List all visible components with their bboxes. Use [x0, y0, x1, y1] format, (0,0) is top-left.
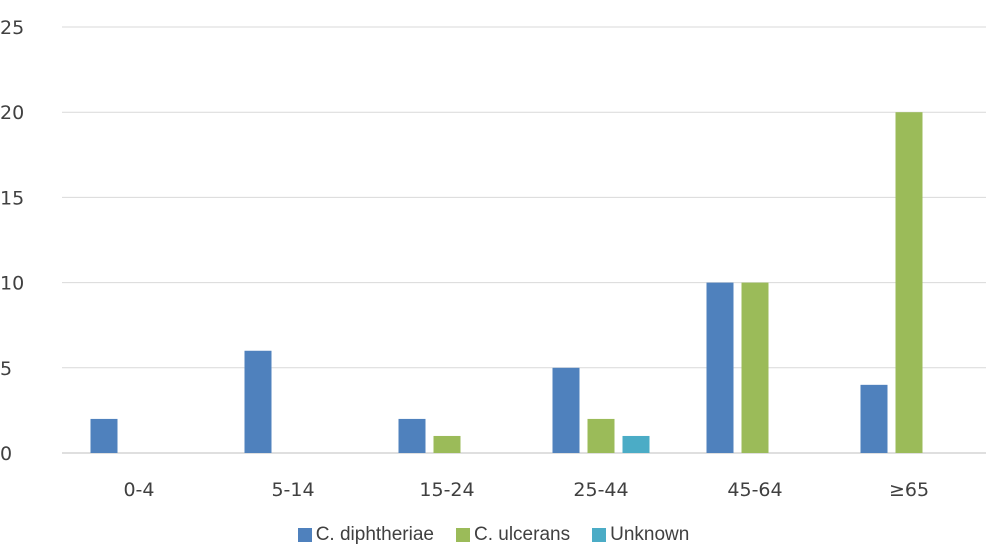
legend: C. diphtheriae C. ulcerans Unknown [0, 522, 987, 548]
legend-item-c-diphtheriae: C. diphtheriae [297, 524, 434, 546]
bar-c-diphtheriae-45-64 [706, 282, 734, 453]
legend-item-c-ulcerans: C. ulcerans [455, 524, 571, 546]
y-tick-label-15: 15 [0, 187, 24, 209]
y-tick-label-10: 10 [0, 273, 24, 295]
bar-c-ulcerans-15-24 [433, 435, 461, 453]
x-tick-label-0: 0-4 [123, 479, 154, 501]
y-axis-tick-labels: 0 5 10 15 20 25 [0, 17, 24, 465]
legend-label-unknown: Unknown [610, 524, 690, 545]
bar-c-diphtheriae-0-4 [90, 418, 118, 453]
y-tick-label-20: 20 [0, 102, 24, 124]
x-axis-tick-labels: 0-4 5-14 15-24 25-44 45-64 ≥65 [123, 479, 929, 501]
bar-c-diphtheriae-15-24 [398, 418, 426, 453]
y-tick-label-25: 25 [0, 17, 24, 39]
legend-swatch-c-ulcerans [455, 528, 470, 542]
bar-unknown-25-44 [622, 435, 650, 453]
legend-label-c-ulcerans: C. ulcerans [473, 524, 571, 545]
bar-c-diphtheriae-5-14 [244, 350, 272, 453]
legend-swatch-c-diphtheriae [297, 528, 312, 542]
y-tick-label-0: 0 [0, 443, 12, 465]
x-tick-label-5: ≥65 [889, 479, 929, 501]
y-tick-label-5: 5 [0, 358, 12, 380]
bar-c-ulcerans-45-64 [741, 282, 769, 453]
legend-swatch-unknown [592, 528, 607, 542]
legend-label-c-diphtheriae: C. diphtheriae [315, 524, 434, 545]
bar-c-diphtheriae-≥65 [860, 384, 888, 453]
x-tick-label-4: 45-64 [727, 479, 782, 501]
x-tick-label-3: 25-44 [573, 479, 628, 501]
gridlines [62, 26, 986, 454]
bar-c-diphtheriae-25-44 [552, 367, 580, 453]
x-tick-label-1: 5-14 [271, 479, 314, 501]
legend-item-unknown: Unknown [592, 524, 689, 546]
bar-chart: 0 5 10 15 20 25 0-4 5-14 15-24 25-44 45-64 ≥65 [0, 17, 986, 501]
bars [90, 112, 923, 453]
bar-c-ulcerans-25-44 [587, 418, 615, 453]
bar-c-ulcerans-≥65 [895, 112, 923, 453]
x-tick-label-2: 15-24 [419, 479, 474, 501]
